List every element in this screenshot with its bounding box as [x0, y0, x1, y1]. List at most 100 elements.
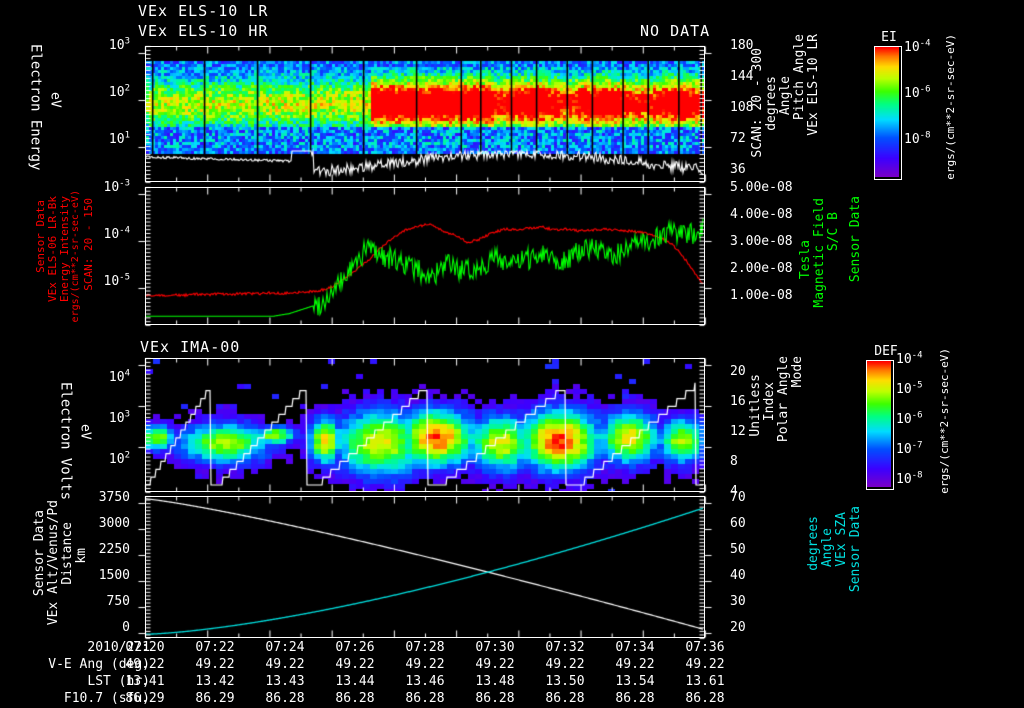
panel4-left-label-2: VEx Alt/Venus/Pd	[46, 500, 61, 626]
table-cell: 13.61	[685, 674, 725, 689]
table-cell: 49.22	[405, 657, 445, 672]
table-cell: 13.48	[475, 674, 515, 689]
tick-label: 10-4	[904, 38, 931, 55]
panel1-right-label-5: SCAN: 20 - 300	[750, 48, 765, 158]
tick-label: 10-5	[103, 272, 131, 289]
panel1-no-data-label: NO DATA	[640, 22, 711, 40]
panel1-right-label-4: degrees	[764, 76, 779, 131]
table-cell: 86.28	[615, 691, 655, 706]
tick-label: 3750	[98, 490, 130, 505]
panel3-right-label-4: Unitless	[748, 374, 763, 437]
panel1-left-axis-label: Electron Energy	[27, 44, 44, 184]
tick-label: 102	[108, 83, 130, 100]
panel1-left-axis-unit: eV	[47, 92, 63, 108]
panel1-plot-area	[145, 46, 705, 182]
colorbar2-gradient	[866, 360, 894, 490]
table-cell: 07:26	[335, 640, 375, 655]
tick-label: 72	[730, 131, 746, 146]
panel2-left-label-4: ergs/(cm**2-sr-sec-eV)	[70, 190, 81, 323]
table-cell: 07:24	[265, 640, 305, 655]
tick-label: 10-6	[896, 410, 923, 427]
tick-label: 1.00e-08	[730, 288, 793, 303]
table-cell: 49.22	[335, 657, 375, 672]
tick-label: 2.00e-08	[730, 261, 793, 276]
table-cell: 07:30	[475, 640, 515, 655]
colorbar1-gradient	[874, 46, 902, 180]
table-cell: 13.42	[195, 674, 235, 689]
panel4-left-label-1: Sensor Data	[32, 510, 47, 597]
tick-label: 3.00e-08	[730, 234, 793, 249]
table-cell: 86.28	[265, 691, 305, 706]
tick-label: 12	[730, 424, 746, 439]
panel3-right-label-3: Index	[762, 382, 777, 422]
table-cell: 13.54	[615, 674, 655, 689]
table-cell: 07:28	[405, 640, 445, 655]
panel3-right-label-1: Mode	[790, 356, 805, 388]
table-cell: 86.28	[335, 691, 375, 706]
table-cell: 49.22	[615, 657, 655, 672]
panel4-left-label-3: Distance	[60, 522, 75, 585]
tick-label: 101	[108, 130, 130, 147]
panel3-right-label-2: Polar Angle	[776, 356, 791, 443]
colorbar1-unit: ergs/(cm**2-sr-sec-eV)	[944, 34, 957, 180]
table-cell: 13.50	[545, 674, 585, 689]
table-cell: 86.28	[405, 691, 445, 706]
colorbar1-title: EI	[881, 30, 897, 45]
table-cell: 49.22	[265, 657, 305, 672]
panel1-title-hr: VEx ELS-10 HR	[138, 22, 269, 40]
tick-label: 10-5	[896, 380, 923, 397]
tick-label: 10-7	[896, 440, 923, 457]
tick-label: 750	[106, 594, 130, 609]
tick-label: 16	[730, 394, 746, 409]
bottom-parameter-table: 2010/221 V-E Ang (deg) LST (hr) F10.7 (sfu)…	[0, 640, 1024, 708]
panel1-right-label-3: Angle	[778, 76, 793, 116]
panel3-spectrogram-canvas	[146, 359, 704, 491]
table-row-label: V-E Ang (deg)	[48, 657, 150, 672]
table-row-label: F10.7 (sfu)	[63, 691, 150, 706]
table-cell: 49.22	[195, 657, 235, 672]
tick-label: 5.00e-08	[730, 180, 793, 195]
tick-label: 8	[730, 454, 738, 469]
tick-label: 10-6	[904, 84, 931, 101]
table-cell: 13.44	[335, 674, 375, 689]
tick-label: 104	[108, 368, 130, 385]
table-cell: 07:36	[685, 640, 725, 655]
panel4-plot-area	[145, 496, 705, 638]
tick-label: 103	[108, 409, 130, 426]
tick-label: 1500	[98, 568, 130, 583]
panel4-right-label-1: Sensor Data	[848, 506, 863, 593]
panel3-plot-area	[145, 358, 705, 492]
table-cell: 07:34	[615, 640, 655, 655]
tick-label: 102	[108, 450, 130, 467]
table-cell: 13.41	[125, 674, 165, 689]
table-cell: 49.22	[475, 657, 515, 672]
tick-label: 10-3	[103, 178, 131, 195]
panel2-right-label-3: Magnetic Field	[812, 198, 827, 308]
tick-label: 10-4	[103, 225, 131, 242]
panel2-right-label-4: Tesla	[798, 240, 813, 280]
table-cell: 86.28	[685, 691, 725, 706]
panel2-plot-area	[145, 187, 705, 325]
tick-label: 103	[108, 36, 130, 53]
tick-label: 3000	[98, 516, 130, 531]
tick-label: 10-8	[904, 130, 931, 147]
table-cell: 07:32	[545, 640, 585, 655]
table-cell: 86.28	[475, 691, 515, 706]
panel1-title-lr: VEx ELS-10 LR	[138, 2, 269, 20]
table-cell: 86.28	[545, 691, 585, 706]
table-cell: 86.29	[195, 691, 235, 706]
tick-label: 2250	[98, 542, 130, 557]
table-row-label: LST (hr)	[87, 674, 150, 689]
panel4-right-label-3: Angle	[820, 528, 835, 568]
tick-label: 20	[730, 364, 746, 379]
panel1-right-label-2: VEx ELS-10 LR	[806, 34, 821, 136]
tick-label: 60	[730, 516, 746, 531]
tick-label: 10-8	[896, 470, 923, 487]
panel1-left-axis-title: Electron Energy	[27, 44, 44, 171]
tick-label: 70	[730, 490, 746, 505]
table-cell: 86.29	[125, 691, 165, 706]
table-cell: 13.46	[405, 674, 445, 689]
tick-label: 40	[730, 568, 746, 583]
tick-label: 30	[730, 594, 746, 609]
panel2-right-label-1: Sensor Data	[848, 196, 863, 283]
